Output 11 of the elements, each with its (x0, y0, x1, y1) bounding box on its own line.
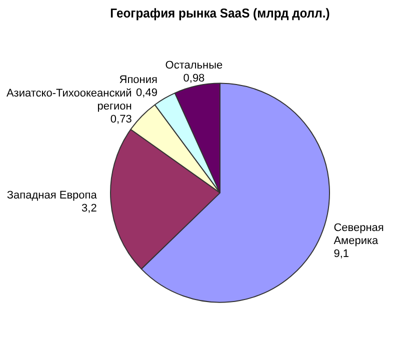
data-label: 9,1 (334, 248, 350, 260)
data-label: 3,2 (82, 202, 97, 215)
data-label: 0,73 (110, 113, 132, 126)
chart-title: География рынка SaaS (млрд долл.) (110, 6, 330, 20)
slice-label: Япония (119, 74, 158, 86)
slice-label: Азиатско-Тихоокеанский регион (6, 87, 132, 112)
slice-label: Западная Европа (6, 190, 98, 202)
data-label: 0,98 (183, 72, 205, 85)
slice-label: Северная Америка (334, 222, 384, 248)
data-label: 0,49 (136, 86, 158, 99)
slice-label: Остальные (165, 60, 223, 72)
